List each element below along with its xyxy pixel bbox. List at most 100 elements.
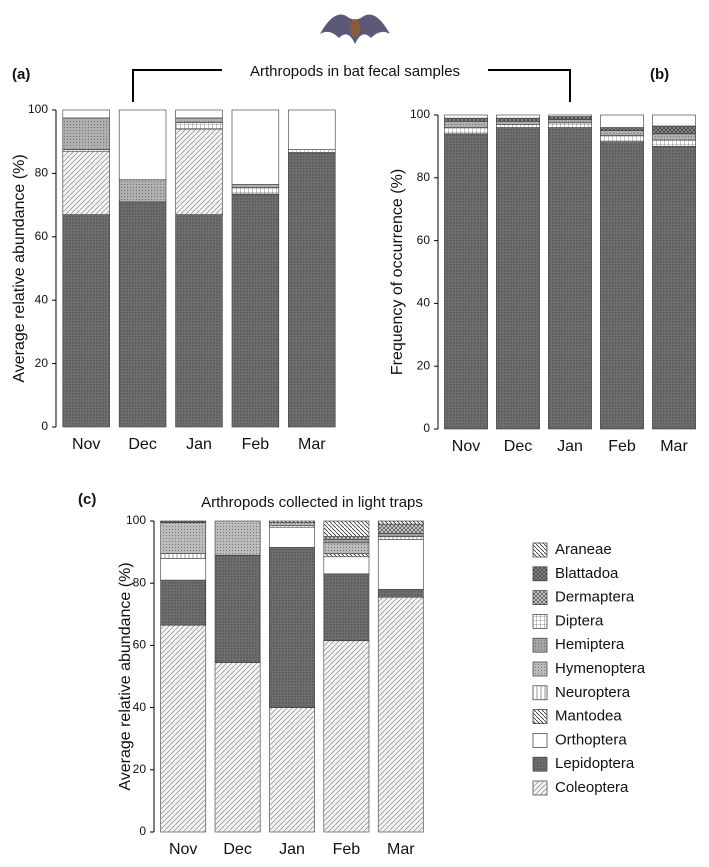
y-tick-label: 100 (410, 107, 430, 121)
y-tick-label: 100 (126, 513, 146, 527)
legend-label: Coleoptera (555, 779, 629, 796)
bar-pattern (323, 536, 369, 540)
x-tick-label: Jan (186, 436, 212, 453)
bar-pattern (160, 521, 206, 523)
bar-pattern (269, 522, 315, 526)
bar-pattern (600, 141, 644, 429)
legend-label: Hymenoptera (555, 660, 646, 677)
bar-pattern (378, 533, 424, 537)
y-axis-title: Average relative abundance (%) (11, 154, 28, 382)
y-tick-label: 20 (133, 762, 147, 776)
y-tick-label: 20 (417, 358, 431, 372)
legend-label: Orthoptera (555, 731, 627, 748)
bar-pattern (652, 115, 696, 126)
bar-pattern (215, 662, 261, 832)
x-tick-label: Dec (504, 438, 532, 455)
x-tick-label: Nov (72, 436, 100, 453)
x-tick-label: Feb (242, 436, 270, 453)
legend-label: Neuroptera (555, 684, 631, 701)
shared-title: Arthropods in bat fecal samples (250, 63, 460, 80)
legend-swatch-pattern (533, 757, 547, 772)
bar-pattern (175, 129, 223, 215)
bar-pattern (548, 122, 592, 128)
bar-pattern (160, 553, 206, 559)
y-tick-label: 80 (417, 170, 431, 184)
legend-swatch-pattern (533, 662, 547, 676)
bar-pattern (652, 140, 696, 147)
y-tick-label: 60 (417, 233, 431, 247)
bar-pattern (269, 707, 315, 832)
y-tick-label: 100 (28, 102, 48, 116)
y-tick-label: 0 (139, 824, 146, 838)
bar-pattern (323, 521, 369, 537)
chart-title: Arthropods collected in light traps (201, 494, 423, 511)
legend-label: Lepidoptera (555, 755, 635, 772)
x-tick-label: Dec (128, 436, 156, 453)
panel-label: (a) (12, 66, 30, 83)
x-tick-label: Jan (557, 438, 583, 455)
legend-swatch-pattern (533, 685, 547, 700)
legend-swatch-pattern (533, 781, 547, 795)
bar-pattern (444, 127, 488, 134)
legend-label: Blattadoa (555, 565, 619, 582)
bar-pattern (378, 597, 424, 832)
bar-pattern (119, 179, 167, 202)
bracket (132, 69, 571, 102)
bar-pattern (160, 558, 206, 581)
bar-pattern (160, 522, 206, 554)
bar-pattern (496, 115, 540, 119)
legend-label: Araneae (555, 541, 612, 558)
bar-pattern (444, 115, 488, 119)
bar-pattern (160, 580, 206, 626)
bar-pattern (323, 556, 369, 574)
x-tick-label: Nov (169, 841, 197, 858)
y-tick-label: 60 (133, 638, 147, 652)
bar-pattern (323, 573, 369, 641)
bar-pattern (600, 135, 644, 142)
bar-pattern (444, 133, 488, 429)
bar-pattern (378, 589, 424, 598)
bat-icon (320, 14, 390, 44)
x-tick-label: Nov (452, 438, 480, 455)
bar-pattern (119, 110, 167, 180)
bar-pattern (215, 555, 261, 663)
legend-label: Diptera (555, 612, 604, 629)
bar-pattern (62, 117, 110, 150)
bar-pattern (548, 116, 592, 120)
bar-pattern (160, 625, 206, 832)
x-tick-label: Feb (608, 438, 636, 455)
bar-pattern (496, 124, 540, 128)
bar-pattern (444, 118, 488, 122)
x-tick-label: Mar (387, 841, 415, 858)
y-axis-title: Frequency of occurrence (%) (389, 169, 406, 375)
bar-pattern (175, 214, 223, 427)
bar-pattern (62, 214, 110, 427)
bar-pattern (323, 539, 369, 543)
y-tick-label: 40 (417, 296, 431, 310)
y-tick-label: 80 (133, 575, 147, 589)
bar-pattern (62, 151, 110, 215)
bar-pattern (231, 110, 279, 185)
bar-pattern (62, 149, 110, 152)
legend-swatch-pattern (533, 709, 547, 724)
legend-swatch-pattern (533, 566, 547, 581)
bar-pattern (119, 201, 167, 427)
bar-pattern (600, 130, 644, 136)
y-tick-label: 20 (35, 356, 49, 370)
bar-pattern (269, 521, 315, 523)
bar-pattern (231, 187, 279, 195)
bar-pattern (496, 121, 540, 125)
legend-swatch-pattern (533, 638, 547, 653)
legend-label: Dermaptera (555, 589, 635, 606)
bar-pattern (175, 122, 223, 130)
legend-swatch-pattern (533, 733, 547, 748)
x-tick-label: Mar (298, 436, 326, 453)
legend-swatch-pattern (533, 614, 547, 629)
bar-pattern (323, 553, 369, 557)
bar-pattern (378, 539, 424, 590)
bar-pattern (548, 115, 592, 117)
x-tick-label: Feb (333, 841, 361, 858)
bar-pattern (288, 149, 336, 153)
bar-pattern (231, 194, 279, 427)
